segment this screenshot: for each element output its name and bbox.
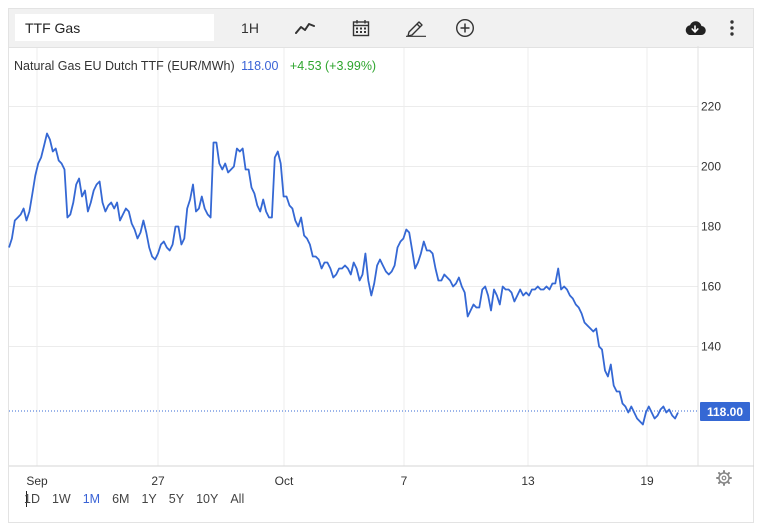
y-tick-label: 160 — [701, 280, 721, 294]
y-axis: 220 200 180 160 140 — [701, 100, 721, 354]
y-tick-label: 220 — [701, 100, 721, 114]
more-vertical-icon — [729, 19, 735, 37]
price-tag: 118.00 — [700, 402, 750, 421]
date-range-button[interactable] — [348, 14, 374, 41]
price-tag-text: 118.00 — [707, 405, 743, 419]
range-6m[interactable]: 6M — [112, 492, 130, 506]
chart-type-button[interactable] — [291, 14, 319, 41]
x-axis: Sep 27 Oct 7 13 19 — [26, 474, 654, 488]
settings-icon[interactable] — [716, 470, 732, 486]
pencil-icon — [405, 19, 427, 37]
x-tick-label: Sep — [26, 474, 48, 488]
x-tick-label: 7 — [401, 474, 408, 488]
chart-grid — [9, 46, 754, 467]
more-options-button[interactable] — [725, 14, 739, 41]
plus-circle-icon — [455, 18, 475, 38]
instrument-name: Natural Gas EU Dutch TTF (EUR/MWh) — [14, 59, 235, 73]
y-tick-label: 200 — [701, 160, 721, 174]
range-1m[interactable]: 1M — [82, 492, 101, 506]
range-1y[interactable]: 1Y — [141, 492, 157, 506]
interval-button[interactable]: 1H — [235, 14, 265, 41]
add-indicator-button[interactable] — [454, 14, 476, 41]
range-1w[interactable]: 1W — [51, 492, 71, 506]
interval-label: 1H — [241, 19, 259, 36]
chart-widget: 1H — [8, 8, 754, 523]
chart-legend: Natural Gas EU Dutch TTF (EUR/MWh) 118.0… — [14, 59, 376, 73]
legend-price: 118.00 — [241, 59, 279, 73]
range-10y[interactable]: 10Y — [196, 492, 219, 506]
price-line — [8, 132, 679, 426]
y-tick-label: 180 — [701, 220, 721, 234]
download-button[interactable] — [683, 14, 707, 41]
x-tick-label: 27 — [151, 474, 165, 488]
text-cursor — [26, 491, 27, 507]
toolbar: 1H — [9, 9, 753, 48]
x-tick-label: Oct — [275, 474, 294, 488]
y-tick-label: 140 — [701, 340, 721, 354]
symbol-search-input[interactable] — [15, 14, 214, 41]
chart-type-icon — [295, 21, 315, 35]
x-tick-label: 13 — [521, 474, 535, 488]
x-tick-label: 19 — [640, 474, 654, 488]
range-1d[interactable]: 1D — [24, 492, 40, 506]
calendar-icon — [352, 19, 370, 37]
range-selector: 1D 1W 1M 6M 1Y 5Y 10Y All — [18, 490, 250, 508]
range-all[interactable]: All — [230, 492, 245, 506]
range-5y[interactable]: 5Y — [168, 492, 185, 506]
cloud-download-icon — [684, 20, 706, 36]
legend-change: +4.53 (+3.99%) — [289, 59, 377, 73]
draw-button[interactable] — [402, 14, 430, 41]
